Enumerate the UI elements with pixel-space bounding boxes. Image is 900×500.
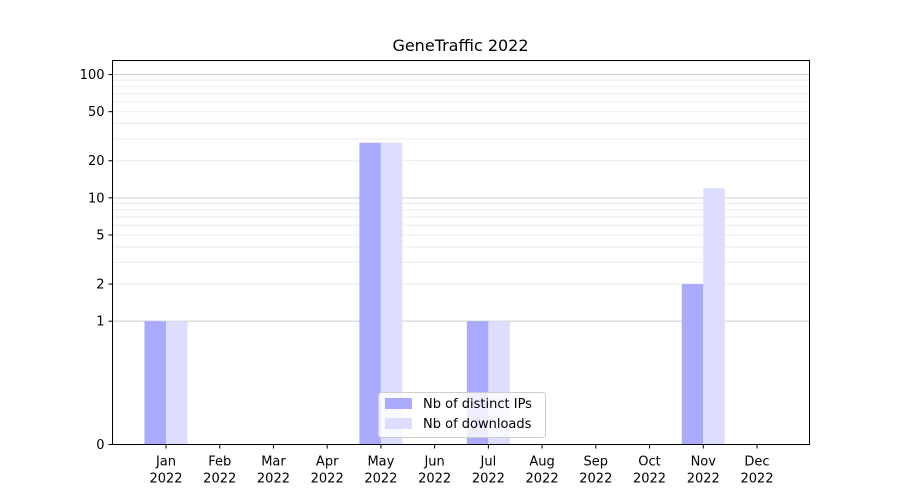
bar-distinct-ips (681, 284, 704, 445)
bar-downloads (380, 142, 403, 445)
y-tick-label: 20 (88, 154, 105, 169)
x-tick-label-year: 2022 (364, 472, 397, 487)
y-tick-label: 0 (96, 438, 104, 453)
y-axis: 0 1 2 5 10 20 50 100 (80, 68, 113, 453)
legend-label: Nb of downloads (423, 417, 532, 432)
bar-distinct-ips (359, 142, 381, 445)
y-tick-label: 50 (88, 105, 105, 120)
bar-downloads (166, 321, 188, 445)
y-tick-label: 2 (96, 278, 104, 293)
x-tick-label-year: 2022 (257, 472, 290, 487)
legend-swatch (385, 398, 412, 409)
x-tick-label-year: 2022 (311, 472, 344, 487)
y-tick-label: 1 (96, 315, 104, 330)
x-tick-label-month: May (367, 455, 394, 470)
x-tick-label-year: 2022 (526, 472, 559, 487)
x-tick-label-month: Oct (638, 455, 660, 470)
x-tick-label-month: Jun (423, 455, 444, 470)
x-tick-label-year: 2022 (149, 472, 182, 487)
legend: Nb of distinct IPs Nb of downloads (378, 392, 546, 438)
x-tick-label-month: Mar (261, 455, 286, 470)
x-tick-label-month: Aug (529, 455, 554, 470)
x-tick-label-month: Jul (480, 455, 497, 470)
y-tick-label: 100 (80, 68, 105, 83)
y-tick-label: 10 (88, 191, 105, 206)
x-axis: Jan 2022 Feb 2022 Mar 2022 Apr 2022 May 2022 Jun 20… (149, 444, 774, 487)
x-tick-label-month: Nov (691, 455, 717, 470)
legend-swatch (385, 418, 412, 429)
x-tick-label-month: Jan (155, 455, 176, 470)
x-tick-label-month: Apr (316, 455, 339, 470)
x-tick-label-month: Sep (584, 455, 609, 470)
legend-box (378, 392, 546, 438)
x-tick-label-year: 2022 (418, 472, 451, 487)
x-tick-label-year: 2022 (740, 472, 773, 487)
x-tick-label-month: Feb (208, 455, 231, 470)
bar-downloads (703, 188, 725, 445)
bar-distinct-ips (144, 321, 166, 445)
plot-area (112, 60, 810, 445)
x-tick-label-year: 2022 (579, 472, 612, 487)
x-tick-label-year: 2022 (687, 472, 720, 487)
grid-lines (112, 74, 810, 322)
x-tick-label-year: 2022 (203, 472, 236, 487)
x-tick-label-month: Dec (744, 455, 769, 470)
chart-title: GeneTraffic 2022 (392, 36, 528, 55)
legend-label: Nb of distinct IPs (423, 397, 532, 412)
x-tick-label-year: 2022 (472, 472, 505, 487)
x-tick-label-year: 2022 (633, 472, 666, 487)
y-tick-label: 5 (96, 228, 104, 243)
